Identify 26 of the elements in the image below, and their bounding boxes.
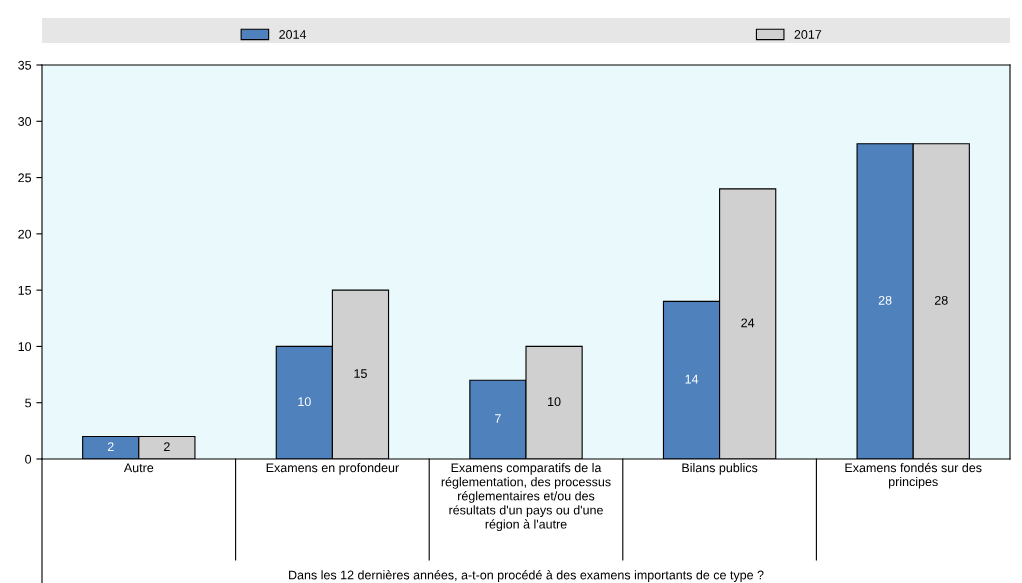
y-tick-label: 25 [18,173,32,183]
data-label: 2 [107,442,114,451]
x-tick-label: Examens fondés sur des principes [845,462,982,489]
x-tick-label: Bilans publics [682,463,758,475]
legend-label: 2017 [794,30,822,39]
data-label: 10 [298,397,311,407]
y-tick-label: 5 [25,398,32,408]
x-axis-title: Dans les 12 dernières années, a-t-on procédé à des examens importants de ce type ? [289,570,764,582]
data-label: 14 [685,374,699,384]
data-label: 28 [878,295,892,305]
y-tick-label: 30 [18,117,32,126]
y-tick-label: 15 [18,286,32,295]
data-label: 10 [548,397,561,407]
data-label: 7 [495,414,501,423]
x-tick-label: Examens en profondeur [266,463,399,475]
data-label: 2 [164,442,170,451]
y-tick-label: 0 [25,454,32,464]
y-tick-label: 10 [18,342,32,352]
y-tick-label: 35 [18,60,32,70]
data-label: 15 [354,369,367,378]
legend-label: 2014 [279,30,307,39]
x-tick-label: Autre [123,463,154,473]
data-label: 28 [934,295,948,305]
x-tick-label: Examens comparatifs de la réglementation, des processus réglementaires et/ou des résultats d'un pays ou d'une région à l'autre [441,463,611,532]
data-label: 24 [741,318,755,328]
y-tick-label: 20 [18,229,32,239]
